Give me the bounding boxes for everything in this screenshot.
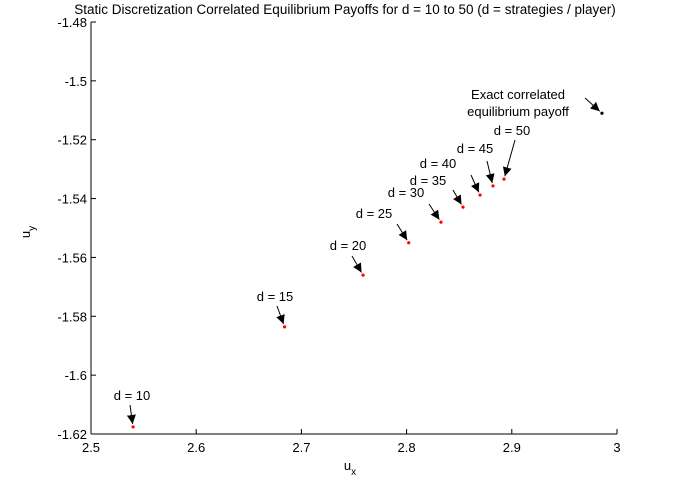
annotation: d = 25 [356, 206, 393, 221]
annotation: d = 50 [494, 123, 531, 138]
annotation: Exact correlated [471, 87, 565, 102]
x-tick-label: 2.5 [82, 440, 100, 455]
annotation: d = 35 [410, 173, 447, 188]
point [600, 111, 604, 115]
annotation: d = 10 [114, 388, 151, 403]
y-tick-label: -1.62 [57, 427, 87, 442]
y-tick-label: -1.54 [57, 192, 87, 207]
annotation-arrow [276, 305, 285, 325]
annotation: d = 15 [257, 289, 294, 304]
point [361, 273, 365, 277]
y-tick-label: -1.5 [65, 74, 87, 89]
annotation-arrow [396, 223, 408, 241]
y-tick-label: -1.56 [57, 250, 87, 265]
x-tick-label: 2.6 [187, 440, 205, 455]
y-label-base: u [18, 231, 33, 238]
y-tick-label: -1.58 [57, 309, 87, 324]
x-tick-label: 3 [613, 440, 620, 455]
x-label-base: u [344, 458, 351, 473]
y-tick-label: -1.6 [65, 368, 87, 383]
annotation-arrow [584, 97, 601, 112]
annotation-arrow [428, 203, 440, 220]
point [282, 325, 287, 329]
chart-title: Static Discretization Correlated Equilib… [74, 2, 616, 17]
x-tick-label: 2.9 [503, 440, 521, 455]
point [439, 220, 443, 224]
y-tick-label: -1.48 [57, 15, 87, 30]
annotation-arrow [470, 174, 480, 193]
point [407, 241, 411, 245]
point [478, 193, 482, 197]
annotation-arrow [126, 404, 136, 425]
point [491, 184, 495, 188]
x-axis-label: ux [344, 458, 356, 478]
point [461, 205, 465, 209]
annotation: equilibrium payoff [467, 104, 569, 119]
annotation-arrow [485, 160, 495, 184]
annotation-arrow [452, 189, 462, 205]
annotation-arrow [351, 255, 362, 273]
annotation: d = 30 [388, 185, 425, 200]
y-axis-label: uy [18, 226, 38, 238]
y-label-sub: y [27, 226, 38, 231]
point [502, 177, 506, 181]
x-label-sub: x [351, 467, 356, 478]
point [131, 425, 135, 429]
annotation: d = 40 [420, 156, 457, 171]
annotation-arrow [502, 139, 516, 177]
x-tick-label: 2.8 [398, 440, 416, 455]
x-tick-label: 2.7 [292, 440, 310, 455]
annotation: d = 20 [330, 238, 367, 253]
y-tick-label: -1.52 [57, 133, 87, 148]
annotation: d = 45 [457, 141, 494, 156]
